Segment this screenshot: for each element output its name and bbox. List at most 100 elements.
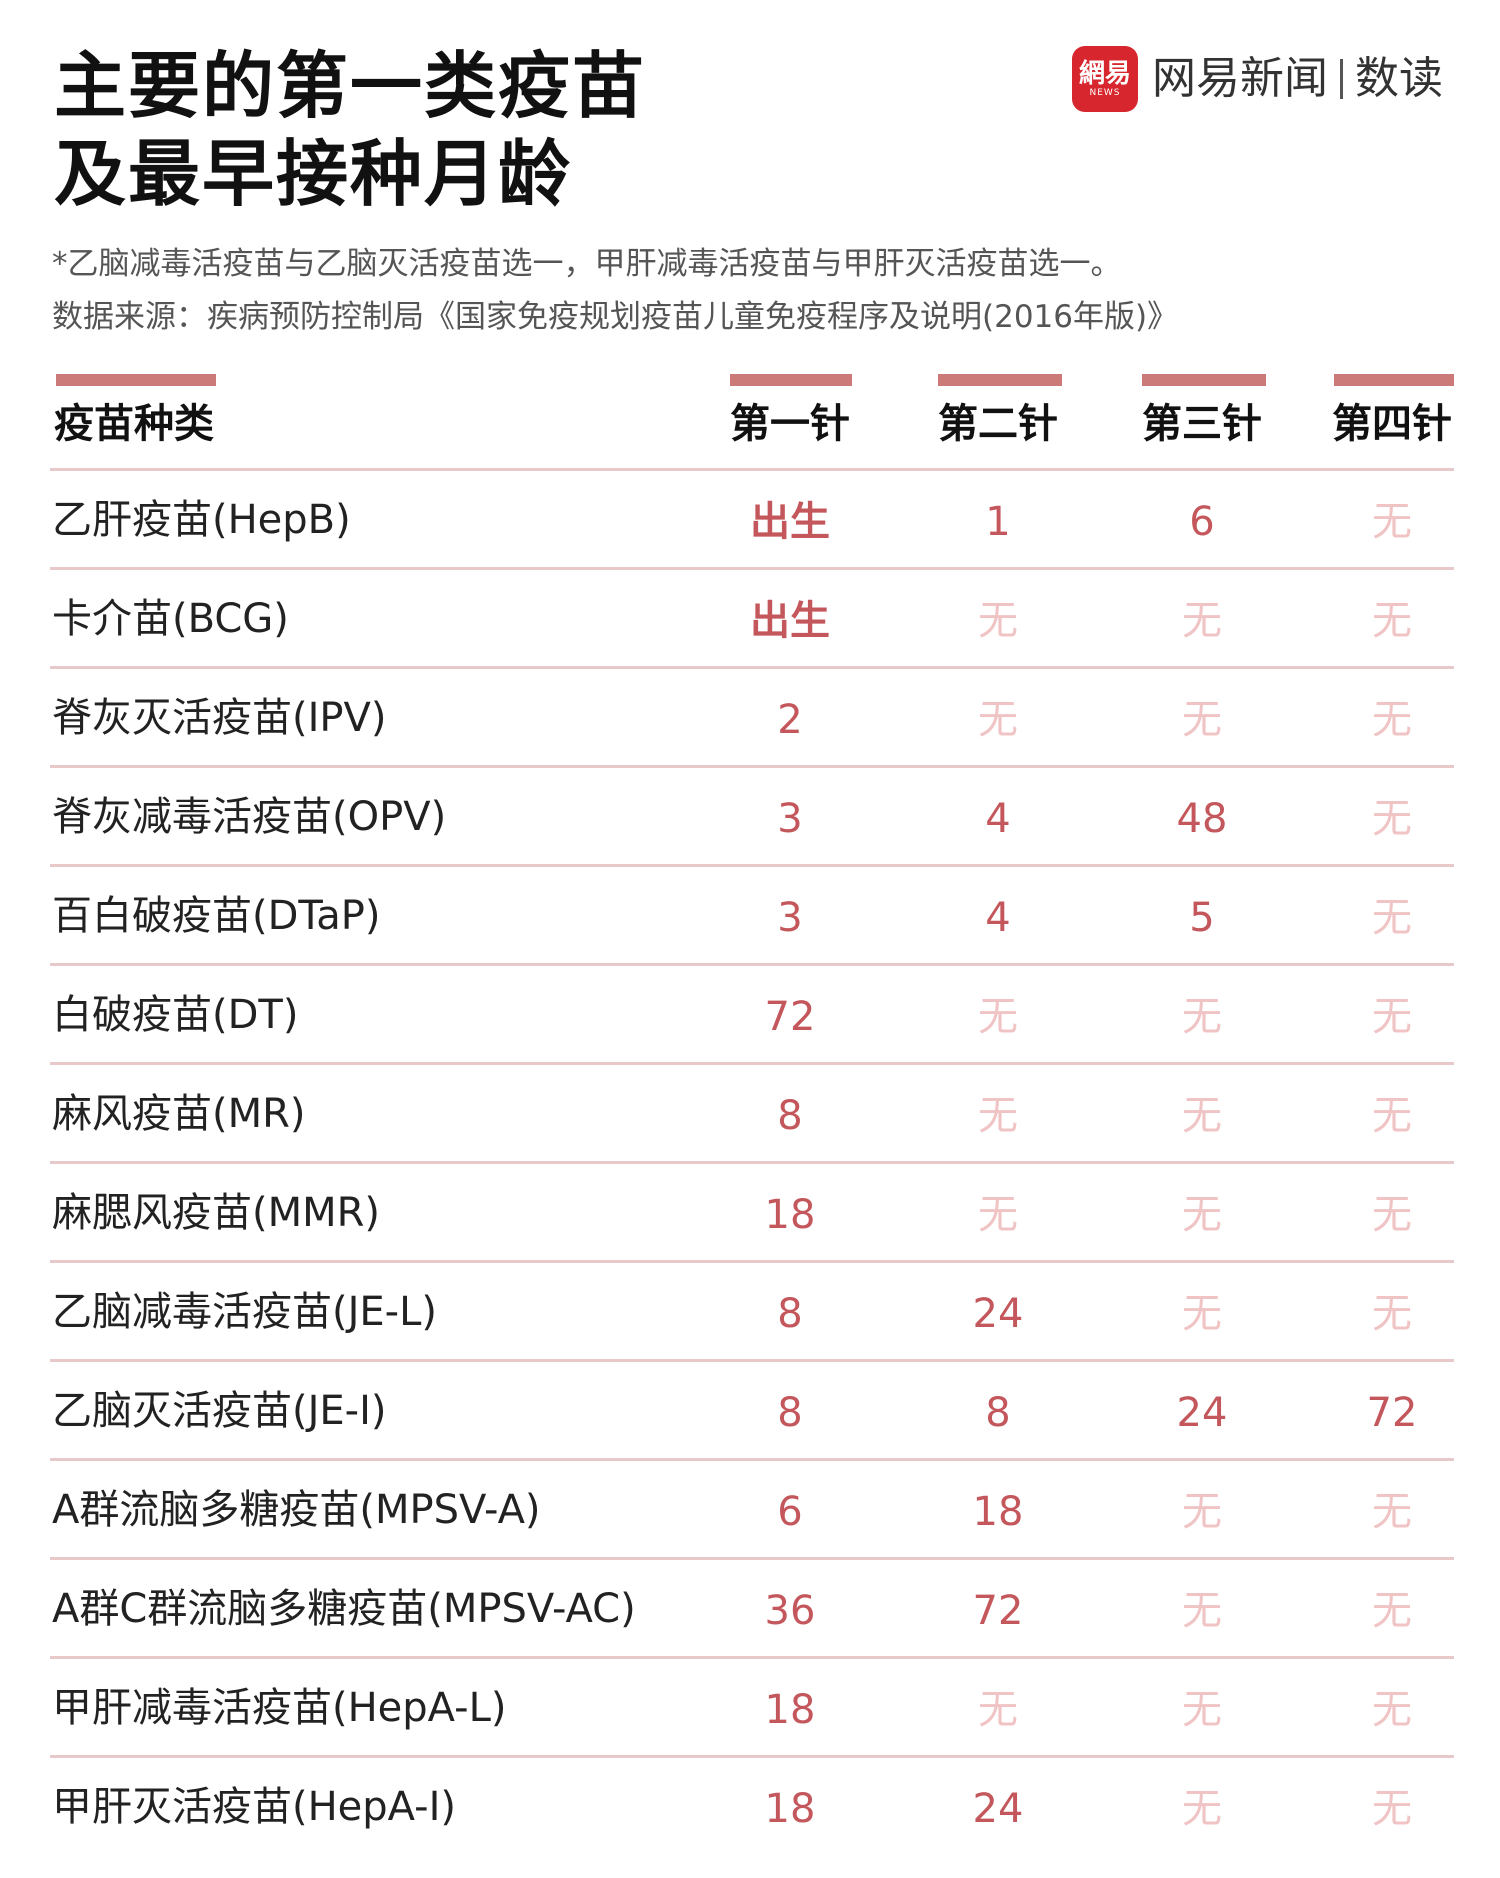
dose-none-label: 无 (1372, 598, 1412, 644)
dose-none-label: 无 (978, 994, 1018, 1040)
row-divider (50, 567, 1454, 570)
dose-month-label: 8 (777, 1390, 803, 1436)
table-row: 麻腮风疫苗(MMR) 18 无 无 无 (50, 1164, 1454, 1263)
row-divider (50, 1161, 1454, 1164)
dose-none-label: 无 (1372, 499, 1412, 545)
title-line-1: 主要的第一类疫苗 (54, 44, 647, 128)
table-row: 乙脑减毒活疫苗(JE-L) 8 24 无 无 (50, 1263, 1454, 1362)
dose-none-label: 无 (1372, 1192, 1412, 1238)
dose-none-label: 无 (1182, 1489, 1222, 1535)
column-header-bar (730, 374, 852, 386)
table-row: A群流脑多糖疫苗(MPSV-A) 6 18 无 无 (50, 1461, 1454, 1560)
data-source: 数据来源：疾病预防控制局《国家免疫规划疫苗儿童免疫程序及说明(2016年版)》 (52, 299, 1179, 335)
logo-text: 网易新闻 数读 (1152, 46, 1443, 112)
vaccine-name: 乙肝疫苗(HepB) (52, 497, 351, 543)
dose-month-label: 72 (972, 1588, 1024, 1634)
table-row: 白破疫苗(DT) 72 无 无 无 (50, 966, 1454, 1065)
column-header-bar (1334, 374, 1454, 386)
dose-none-label: 无 (1182, 1291, 1222, 1337)
column-header: 第三针 (1142, 401, 1262, 447)
row-divider (50, 1359, 1454, 1362)
vaccine-name: 甲肝减毒活疫苗(HepA-L) (52, 1685, 507, 1731)
dose-month-label: 18 (764, 1687, 816, 1733)
logo-brand: 网易新闻 (1152, 53, 1328, 104)
row-divider (50, 1656, 1454, 1659)
column-header: 疫苗种类 (54, 401, 214, 447)
vaccine-name: 白破疫苗(DT) (52, 992, 299, 1038)
netease-news-icon: 網易 NEWS (1072, 46, 1138, 112)
table-row: 脊灰减毒活疫苗(OPV) 3 4 48 无 (50, 768, 1454, 867)
vaccine-name: 卡介苗(BCG) (52, 596, 289, 642)
dose-none-label: 无 (1372, 1786, 1412, 1832)
dose-month-label: 18 (764, 1192, 816, 1238)
dose-none-label: 无 (1372, 796, 1412, 842)
dose-month-label: 3 (777, 895, 803, 941)
dose-none-label: 无 (1372, 1093, 1412, 1139)
table-row: 麻风疫苗(MR) 8 无 无 无 (50, 1065, 1454, 1164)
dose-month-label: 6 (777, 1489, 803, 1535)
column-header: 第二针 (938, 401, 1058, 447)
dose-month-label: 72 (764, 994, 816, 1040)
vaccine-name: A群流脑多糖疫苗(MPSV-A) (52, 1487, 541, 1533)
row-divider (50, 963, 1454, 966)
column-header-bar (56, 374, 216, 386)
dose-month-label: 4 (985, 796, 1011, 842)
vaccine-name: 百白破疫苗(DTaP) (52, 893, 381, 939)
dose-none-label: 无 (1372, 895, 1412, 941)
dose-none-label: 无 (978, 1687, 1018, 1733)
dose-month-label: 72 (1366, 1390, 1418, 1436)
dose-month-label: 5 (1189, 895, 1215, 941)
brand-logo: 網易 NEWS 网易新闻 数读 (1072, 46, 1443, 112)
row-divider (50, 468, 1454, 471)
dose-none-label: 无 (978, 598, 1018, 644)
dose-none-label: 无 (1182, 1786, 1222, 1832)
table-row: 甲肝灭活疫苗(HepA-I) 18 24 无 无 (50, 1758, 1454, 1857)
row-divider (50, 1557, 1454, 1560)
dose-none-label: 无 (1372, 1687, 1412, 1733)
dose-none-label: 无 (1372, 1588, 1412, 1634)
dose-none-label: 无 (1182, 598, 1222, 644)
dose-month-label: 18 (764, 1786, 816, 1832)
table-row: 脊灰灭活疫苗(IPV) 2 无 无 无 (50, 669, 1454, 768)
dose-month-label: 出生 (750, 499, 830, 545)
dose-month-label: 36 (764, 1588, 816, 1634)
logo-badge-sub: NEWS (1089, 87, 1121, 98)
title-line-2: 及最早接种月龄 (54, 132, 573, 216)
vaccine-name: 脊灰灭活疫苗(IPV) (52, 695, 387, 741)
dose-month-label: 出生 (750, 598, 830, 644)
table-row: 乙肝疫苗(HepB) 出生 1 6 无 (50, 471, 1454, 570)
dose-none-label: 无 (1182, 1093, 1222, 1139)
table-row: 甲肝减毒活疫苗(HepA-L) 18 无 无 无 (50, 1659, 1454, 1758)
dose-none-label: 无 (1372, 1489, 1412, 1535)
dose-none-label: 无 (1372, 1291, 1412, 1337)
dose-month-label: 24 (972, 1786, 1024, 1832)
page-title: 主要的第一类疫苗 及最早接种月龄 (54, 42, 646, 218)
row-divider (50, 864, 1454, 867)
dose-none-label: 无 (1182, 697, 1222, 743)
vaccine-name: 甲肝灭活疫苗(HepA-I) (52, 1784, 457, 1830)
dose-none-label: 无 (978, 697, 1018, 743)
table-row: A群C群流脑多糖疫苗(MPSV-AC) 36 72 无 无 (50, 1560, 1454, 1659)
dose-month-label: 24 (1176, 1390, 1228, 1436)
vaccine-name: 乙脑减毒活疫苗(JE-L) (52, 1289, 437, 1335)
row-divider (50, 1458, 1454, 1461)
dose-none-label: 无 (1372, 994, 1412, 1040)
dose-month-label: 24 (972, 1291, 1024, 1337)
dose-month-label: 1 (985, 499, 1011, 545)
dose-month-label: 8 (777, 1291, 803, 1337)
dose-none-label: 无 (1182, 1687, 1222, 1733)
dose-none-label: 无 (1372, 697, 1412, 743)
logo-divider (1340, 59, 1343, 99)
column-header-bar (938, 374, 1062, 386)
vaccine-name: 麻腮风疫苗(MMR) (52, 1190, 381, 1236)
dose-none-label: 无 (1182, 1192, 1222, 1238)
dose-month-label: 18 (972, 1489, 1024, 1535)
table-row: 卡介苗(BCG) 出生 无 无 无 (50, 570, 1454, 669)
table-row: 乙脑灭活疫苗(JE-I) 8 8 24 72 (50, 1362, 1454, 1461)
dose-month-label: 6 (1189, 499, 1215, 545)
row-divider (50, 765, 1454, 768)
dose-month-label: 8 (985, 1390, 1011, 1436)
logo-badge-text: 網易 (1078, 58, 1131, 89)
vaccine-name: 脊灰减毒活疫苗(OPV) (52, 794, 447, 840)
vaccine-name: A群C群流脑多糖疫苗(MPSV-AC) (52, 1586, 636, 1632)
